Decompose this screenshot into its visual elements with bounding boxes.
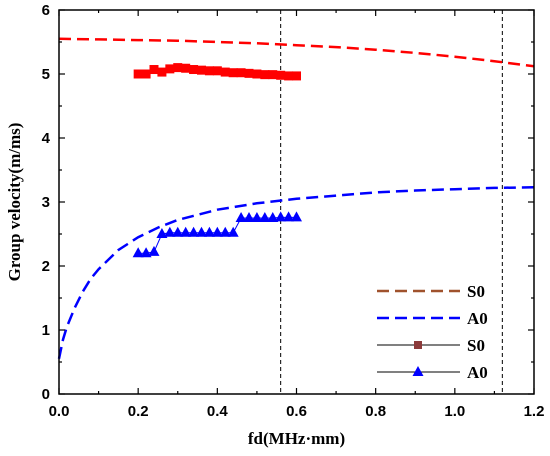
data-point-s0 xyxy=(189,65,199,75)
data-point-s0 xyxy=(204,66,214,76)
legend: S0 A0 S0 A0 xyxy=(377,282,488,382)
y-tick-label: 1 xyxy=(42,322,50,339)
data-point-s0 xyxy=(141,69,151,79)
legend-label-a0: A0 xyxy=(467,309,488,328)
data-point-a0 xyxy=(196,226,207,237)
data-point-s0 xyxy=(212,66,222,76)
x-tick-label: 0.0 xyxy=(49,403,70,420)
data-point-a0 xyxy=(291,211,302,222)
y-tick-label: 5 xyxy=(42,66,50,83)
legend-marker-s0 xyxy=(414,341,422,349)
plot-frame xyxy=(58,9,535,395)
data-point-s0 xyxy=(149,65,159,75)
x-tick-label: 1.0 xyxy=(444,403,465,420)
data-point-a0 xyxy=(211,226,223,237)
legend-label-s0: S0 xyxy=(467,282,485,301)
axis-ticks: 0.0 0.2 0.4 0.6 0.8 1.0 1.2 0 1 2 3 4 5 6 xyxy=(42,2,545,420)
data-point-a0 xyxy=(164,226,176,237)
data-point-a0 xyxy=(227,226,239,237)
x-tick-label: 0.6 xyxy=(286,403,307,420)
data-point-s0 xyxy=(236,68,246,78)
data-point-s0 xyxy=(220,67,230,77)
y-axis-label: Group velocity(m/ms) xyxy=(5,123,24,282)
theory-curve-s0 xyxy=(58,37,535,68)
data-point-a0 xyxy=(219,226,231,237)
x-tick-label: 0.2 xyxy=(128,403,149,420)
data-point-a0 xyxy=(251,212,263,222)
data-point-a0 xyxy=(148,245,160,256)
data-point-s0 xyxy=(157,67,167,77)
data-point-a0 xyxy=(275,211,287,222)
data-point-s0 xyxy=(228,68,238,78)
data-point-a0 xyxy=(132,247,144,258)
data-point-a0 xyxy=(180,226,192,237)
data-point-s0 xyxy=(133,69,143,79)
legend-marker-a0 xyxy=(412,366,424,376)
x-tick-label: 0.8 xyxy=(365,403,386,420)
data-point-a0 xyxy=(283,211,295,222)
theory-curve-a0 xyxy=(57,186,535,360)
data-point-s0 xyxy=(173,63,183,73)
y-tick-label: 3 xyxy=(42,194,50,211)
data-point-a0 xyxy=(188,226,200,237)
data-point-a0 xyxy=(259,212,271,222)
x-tick-label: 0.4 xyxy=(207,403,229,420)
data-point-a0 xyxy=(235,212,247,222)
data-point-a0 xyxy=(267,212,279,222)
x-axis-label: fd(MHz·mm) xyxy=(248,429,345,448)
data-point-s0 xyxy=(268,70,278,80)
data-point-a0 xyxy=(156,228,168,238)
data-point-s0 xyxy=(165,64,175,74)
data-point-s0 xyxy=(292,71,301,81)
experiment-markers xyxy=(132,63,302,258)
y-tick-label: 6 xyxy=(42,2,50,19)
theory-curves xyxy=(57,37,535,360)
data-point-s0 xyxy=(197,65,206,75)
data-point-s0 xyxy=(181,63,191,73)
data-point-s0 xyxy=(244,68,254,78)
data-point-a0 xyxy=(243,212,255,222)
data-point-a0 xyxy=(172,226,184,237)
y-tick-label: 4 xyxy=(42,130,51,147)
y-tick-label: 0 xyxy=(42,386,50,403)
data-point-a0 xyxy=(140,247,152,258)
legend-label-s0: S0 xyxy=(467,336,485,355)
data-point-s0 xyxy=(260,70,270,80)
data-point-s0 xyxy=(284,71,294,81)
data-point-s0 xyxy=(252,69,262,79)
legend-label-a0: A0 xyxy=(467,363,488,382)
y-tick-label: 2 xyxy=(42,258,50,275)
data-point-s0 xyxy=(276,70,286,80)
x-tick-label: 1.2 xyxy=(524,403,545,420)
data-point-a0 xyxy=(203,226,215,237)
